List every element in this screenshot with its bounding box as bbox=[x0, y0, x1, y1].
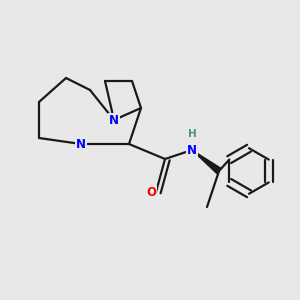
Text: N: N bbox=[187, 143, 197, 157]
Text: O: O bbox=[146, 185, 157, 199]
Polygon shape bbox=[192, 150, 221, 174]
Text: N: N bbox=[76, 137, 86, 151]
Text: H: H bbox=[188, 129, 196, 140]
Text: N: N bbox=[109, 113, 119, 127]
